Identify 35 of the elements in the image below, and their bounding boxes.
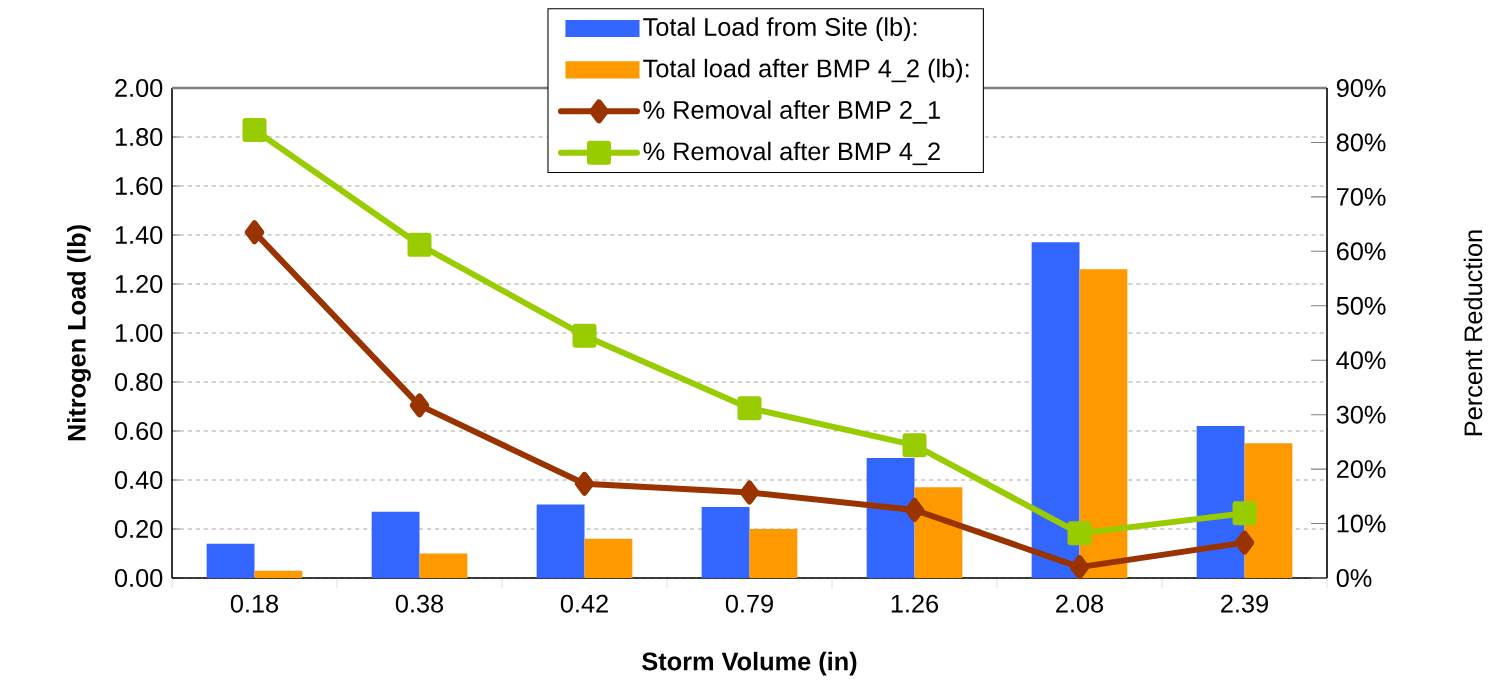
y2-tick-label: 0% [1336, 569, 1372, 587]
y2-tick-label: 30% [1336, 405, 1386, 424]
y2-tick-label: 50% [1336, 296, 1386, 315]
y-tick-label: 0.20 [114, 520, 163, 538]
y2-tick-label: 90% [1336, 79, 1386, 97]
y2-tick-label: 40% [1336, 351, 1386, 370]
y2-axis-title: Percent Reduction [1463, 230, 1483, 436]
x-tick-label: 0.42 [560, 594, 608, 613]
y-tick-label: 1.20 [115, 275, 163, 293]
x-tick-label: 1.26 [891, 594, 939, 613]
x-tick-label: 2.08 [1056, 594, 1104, 613]
y-tick-label: 2.00 [115, 79, 163, 97]
y-tick-label: 0.00 [114, 569, 163, 587]
legend-label: % Removal after BMP 2_1 [643, 100, 940, 124]
x-tick-label: 2.39 [1221, 594, 1268, 613]
y2-tick-label: 80% [1336, 133, 1386, 152]
x-axis-title: Storm Volume (in) [642, 651, 857, 676]
y-axis-title: Nitrogen Load (lb) [67, 225, 91, 441]
y-tick-label: 1.60 [115, 177, 163, 195]
x-tick-label: 0.18 [230, 594, 279, 613]
y2-tick-label: 60% [1337, 242, 1386, 261]
y-tick-label: 1.40 [115, 226, 163, 244]
y2-tick-label: 10% [1337, 514, 1386, 533]
legend-label: Total load after BMP 4_2 (lb): [643, 58, 969, 83]
legend-label: Total Load from Site (lb): [643, 17, 917, 41]
x-tick-label: 0.79 [725, 594, 773, 613]
y2-tick-label: 20% [1336, 460, 1386, 479]
y-tick-label: 1.80 [115, 128, 163, 146]
y2-tick-label: 70% [1337, 187, 1386, 206]
y-tick-label: 1.00 [115, 324, 163, 342]
y-tick-label: 0.60 [114, 422, 163, 440]
y-tick-label: 0.40 [114, 471, 163, 489]
x-tick-label: 0.38 [395, 594, 444, 613]
legend-label: % Removal after BMP 4_2 [643, 141, 940, 166]
y-tick-label: 0.80 [114, 373, 163, 391]
